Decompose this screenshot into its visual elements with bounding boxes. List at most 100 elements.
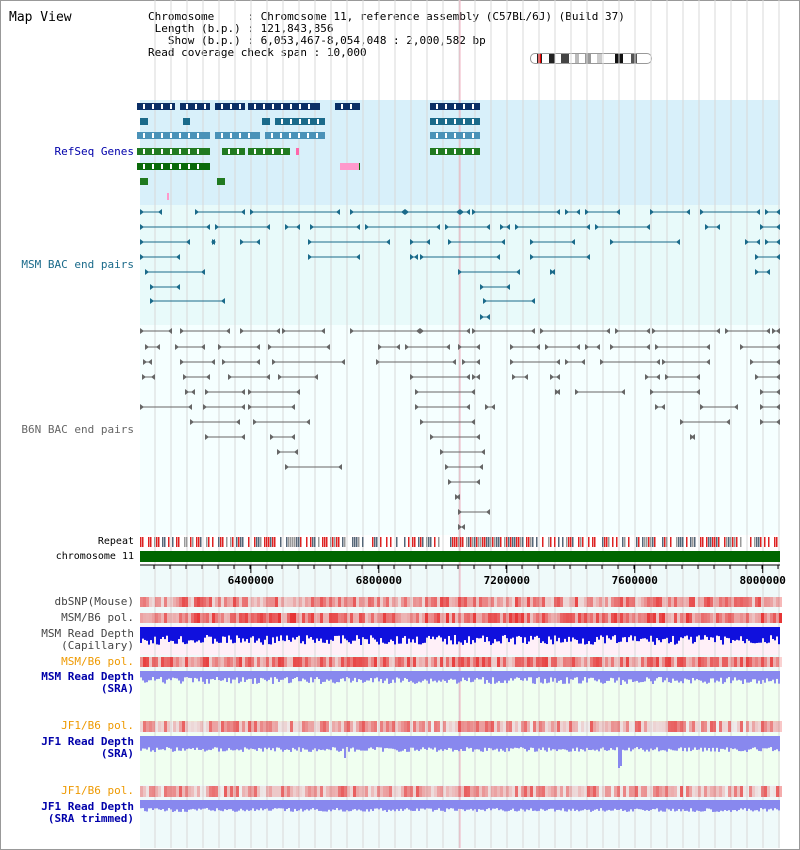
b6n-bac-pair <box>645 374 660 380</box>
track-label-msm-bac: MSM BAC end pairs <box>21 258 134 271</box>
msm-bac-pair <box>760 224 780 230</box>
gene <box>137 103 175 110</box>
gene-pink <box>296 148 299 155</box>
b6n-bac-pair <box>545 344 580 350</box>
msm-bac-pair <box>745 239 760 245</box>
gene <box>265 132 325 139</box>
b6n-bac-pair <box>240 328 280 334</box>
b6n-bac-pair <box>205 434 245 440</box>
b6n-bac-pair <box>772 328 780 334</box>
b6n-bac-pair <box>248 389 300 395</box>
b6n-bac-pair <box>760 404 780 410</box>
b6n-bac-pair <box>218 344 260 350</box>
msm-bac-pair <box>308 239 390 245</box>
repeat-track <box>140 537 778 547</box>
chromosome-label: Chromosome <box>148 10 215 23</box>
dbsnp-track <box>140 597 782 607</box>
map-view-title: Map View <box>9 10 72 25</box>
msm-depth-capillary-track <box>140 627 780 645</box>
b6n-bac-pair <box>540 328 610 334</box>
msm-bac-pair <box>195 209 245 215</box>
track-label-msm-b6-pol-1: MSM/B6 pol. <box>61 611 134 624</box>
show-value: 6,053,467-8,054,048 : 2,000,582 bp <box>260 34 486 47</box>
msm-bac-pair <box>472 209 560 215</box>
b6n-bac-pair <box>140 328 172 334</box>
b6n-bac-pair <box>248 404 295 410</box>
b6n-bac-pair <box>222 359 260 365</box>
msm-bac-pair <box>705 224 720 230</box>
axis-tick-label: 7200000 <box>484 574 530 587</box>
gene <box>335 103 360 110</box>
b6n-bac-pair <box>415 389 475 395</box>
track-label-jf1-depth-trimmed: JF1 Read Depth (SRA trimmed) <box>41 800 134 825</box>
b6n-bac-pair <box>458 509 490 515</box>
b6n-bac-pair <box>755 374 780 380</box>
msm-bac-pair <box>211 239 216 245</box>
b6n-bac-pair <box>680 419 730 425</box>
b6n-bac-pair <box>440 449 485 455</box>
jf1-depth-trimmed-track <box>140 800 780 812</box>
track-label-jf1-b6-pol-2: JF1/B6 pol. <box>61 784 134 797</box>
msm-bac-pair <box>480 314 490 320</box>
axis-tick-label: 8000000 <box>740 574 786 587</box>
b6n-bac-pair <box>190 419 240 425</box>
track-label-jf1-b6-pol-1: JF1/B6 pol. <box>61 719 134 732</box>
b6n-bac-pair <box>445 464 483 470</box>
jf1-b6-pol-track-1 <box>140 721 782 732</box>
b6n-bac-pair <box>610 344 650 350</box>
b6n-bac-pair <box>272 359 345 365</box>
track-label-repeat: Repeat <box>97 536 134 547</box>
msm-bac-pair <box>140 239 190 245</box>
msm-bac-pair <box>140 209 162 215</box>
b6n-bac-pair <box>378 344 400 350</box>
b6n-bac-pair <box>175 344 205 350</box>
b6n-bac-pair <box>510 359 560 365</box>
msm-bac-pair <box>500 224 510 230</box>
gene <box>262 118 270 125</box>
jf1-depth-sra-track <box>140 736 780 768</box>
b6n-bac-pair <box>420 419 475 425</box>
grid-lines <box>154 0 780 848</box>
track-label-refseq-genes: RefSeq Genes <box>54 145 134 158</box>
track-label-jf1-depth-sra: JF1 Read Depth (SRA) <box>41 735 134 760</box>
msm-bac-pair <box>365 224 440 230</box>
gene-pink <box>167 193 169 200</box>
msm-bac-pair <box>515 224 590 230</box>
msm-bac-pair <box>530 254 590 260</box>
b6n-bac-pair <box>650 389 700 395</box>
msm-bac-pair <box>150 284 180 290</box>
gene <box>217 178 225 185</box>
b6n-bac-pair <box>448 479 480 485</box>
gene <box>137 132 210 139</box>
msm-bac-pair <box>700 209 760 215</box>
b6n-bac-pair <box>203 404 245 410</box>
length-label: Length (b.p.) <box>154 22 241 35</box>
b6n-bac-pair <box>285 464 342 470</box>
msm-bac-pair <box>550 269 555 275</box>
b6n-bac-pair <box>143 359 152 365</box>
msm-bac-pair <box>445 224 490 230</box>
msm-bac-pair <box>350 209 405 215</box>
b6n-bac-pair <box>180 359 215 365</box>
track-label-b6n-bac: B6N BAC end pairs <box>21 423 134 436</box>
msm-bac-pair <box>410 239 430 245</box>
msm-bac-pairs <box>140 209 780 320</box>
track-label-msm-b6-pol-2: MSM/B6 pol. <box>61 655 134 668</box>
b6n-bac-pair <box>740 344 780 350</box>
b6n-bac-pair <box>180 328 230 334</box>
b6n-bac-pair <box>415 404 470 410</box>
b6n-bac-pair <box>458 524 465 530</box>
region-info: Chromosome : Chromosome 11, reference as… <box>148 10 625 59</box>
msm-bac-pair <box>150 298 225 304</box>
b6n-bac-pair <box>420 328 470 334</box>
gene <box>215 132 260 139</box>
b6n-bac-pair <box>145 344 160 350</box>
b6n-bac-pair <box>405 344 450 350</box>
b6n-bac-pair <box>462 359 480 365</box>
gene <box>137 148 210 155</box>
msm-bac-pair <box>448 239 505 245</box>
chromosome-bar <box>140 551 780 562</box>
b6n-bac-pair <box>205 389 245 395</box>
b6n-bac-pair <box>277 449 298 455</box>
